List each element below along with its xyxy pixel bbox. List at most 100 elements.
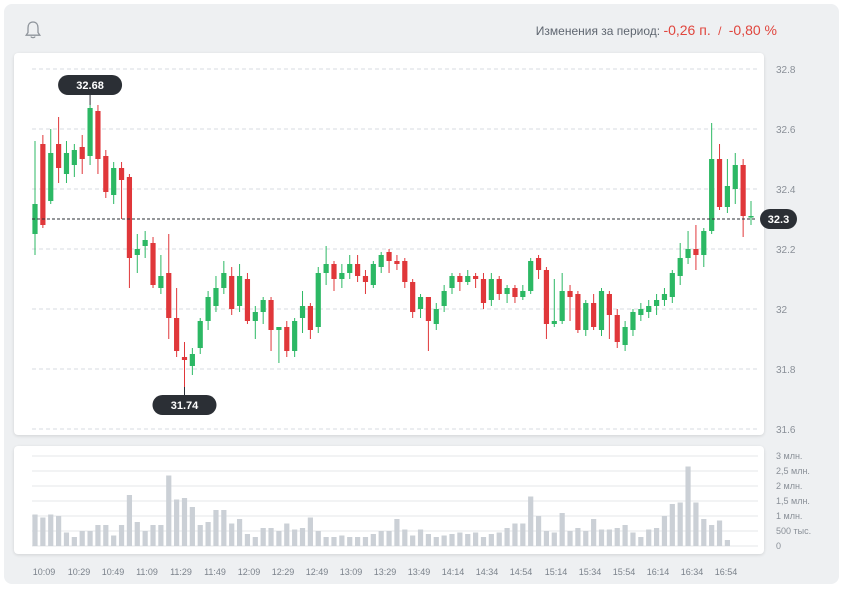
volume-bar <box>229 523 235 546</box>
candle-body <box>449 276 455 288</box>
price-tick-label: 32.6 <box>776 125 796 136</box>
volume-bar <box>622 525 628 546</box>
candle-body <box>646 306 652 312</box>
period-change-label: Изменения за период: <box>535 24 661 38</box>
candle <box>677 243 683 285</box>
volume-bar <box>638 537 644 546</box>
candle-body <box>56 144 62 168</box>
volume-bar <box>284 523 290 546</box>
price-tick-label: 32 <box>776 305 788 316</box>
volume-bar <box>504 528 510 546</box>
volume-bar <box>583 531 589 546</box>
candle-body <box>740 165 746 216</box>
volume-bar <box>260 528 266 546</box>
volume-bar <box>299 528 306 546</box>
candle-body <box>221 273 227 288</box>
candle <box>638 303 644 321</box>
candle-body <box>425 297 432 321</box>
volume-bar <box>213 510 219 546</box>
candle <box>166 234 172 339</box>
volume-bar <box>323 537 329 546</box>
candle <box>63 141 70 183</box>
bell-icon[interactable] <box>24 20 42 40</box>
candle <box>292 318 298 357</box>
candle-body <box>244 279 251 321</box>
price-tick-label: 32.8 <box>776 65 796 76</box>
candle <box>197 318 203 354</box>
volume-bar <box>685 466 691 546</box>
candle <box>95 105 101 174</box>
candle <box>150 237 156 288</box>
volume-bar <box>567 531 573 546</box>
volume-bar <box>189 507 195 546</box>
candle <box>260 297 266 324</box>
candle-body <box>543 270 550 324</box>
volume-bar <box>244 534 251 546</box>
volume-bar <box>158 525 164 546</box>
candle-body <box>87 108 93 156</box>
candle <box>189 348 195 375</box>
candle <box>614 309 620 348</box>
price-tick-label: 32.4 <box>776 185 796 196</box>
time-tick-label: 11:29 <box>170 567 192 577</box>
candle <box>244 273 251 324</box>
candle-body <box>638 309 644 315</box>
candle <box>740 159 746 237</box>
candle <box>236 264 243 312</box>
candle-body <box>103 156 109 192</box>
candle-body <box>339 273 345 279</box>
change-percent: -0,80 % <box>728 22 777 38</box>
candle-body <box>252 312 258 321</box>
time-tick-label: 13:29 <box>374 567 397 577</box>
candle <box>606 291 612 339</box>
candle-body <box>213 288 219 306</box>
volume-bar <box>661 516 668 546</box>
volume-bar <box>292 529 298 546</box>
volume-tick-label: 2 млн. <box>776 481 802 491</box>
price-chart-panel[interactable] <box>14 53 764 435</box>
candle-body <box>748 216 754 218</box>
volume-bar <box>40 517 46 546</box>
volume-bar <box>111 535 117 546</box>
candle-body <box>126 177 133 258</box>
candle-body <box>174 318 180 351</box>
time-tick-label: 13:49 <box>408 567 431 577</box>
candle <box>748 201 754 225</box>
candle <box>583 300 589 336</box>
volume-bar <box>118 525 125 546</box>
chart-header: Изменения за период: -0,26 п. / -0,80 % <box>0 0 847 50</box>
volume-bar <box>354 537 361 546</box>
candle-body <box>488 279 494 300</box>
volume-bar <box>716 520 723 546</box>
volume-bar <box>166 475 172 546</box>
volume-bar <box>457 532 463 546</box>
candle-body <box>614 315 620 342</box>
candle <box>205 291 211 330</box>
volume-bar <box>370 534 376 546</box>
candle <box>158 255 164 294</box>
candle-body <box>551 321 557 324</box>
candle <box>661 288 668 306</box>
candle-body <box>158 276 164 288</box>
candle <box>307 303 313 339</box>
candle <box>457 273 463 291</box>
candle <box>134 234 140 273</box>
volume-bar <box>496 532 502 546</box>
candle-body <box>583 303 589 330</box>
candle <box>410 279 416 318</box>
volume-bar <box>150 525 156 546</box>
candle-body <box>685 249 691 258</box>
candle-body <box>575 294 581 330</box>
candle-body <box>457 276 463 282</box>
candle <box>331 261 337 291</box>
candle <box>465 270 471 285</box>
candle-body <box>111 168 117 195</box>
candle-body <box>528 261 534 291</box>
time-tick-label: 14:14 <box>442 567 465 577</box>
candle-body <box>433 309 439 324</box>
candle-body <box>402 261 408 282</box>
volume-tick-label: 1,5 млн. <box>776 496 810 506</box>
candle-body <box>150 243 156 285</box>
candle-body <box>134 249 140 255</box>
volume-bar <box>268 528 274 546</box>
